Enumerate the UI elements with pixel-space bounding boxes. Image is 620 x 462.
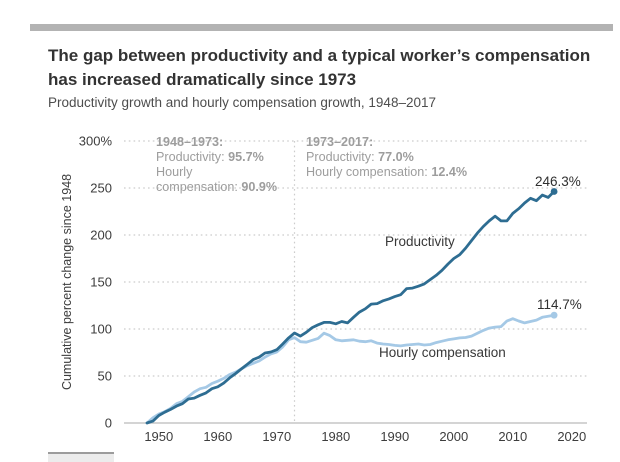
x-tick-label: 2000: [439, 429, 468, 444]
y-tick-label: 100: [90, 322, 112, 337]
annotation-1973-2017: 1973–2017: Productivity: 77.0% Hourly co…: [306, 135, 467, 180]
x-tick-label: 1990: [380, 429, 409, 444]
annotation-period-label: 1973–2017:: [306, 135, 374, 149]
bottom-cropped-element: [48, 452, 114, 462]
annotation-1948-1973: 1948–1973: Productivity: 95.7% Hourly co…: [156, 135, 277, 195]
y-tick-label: 200: [90, 228, 112, 243]
annotation-productivity-label: Productivity:: [156, 150, 229, 164]
y-tick-label: 50: [98, 369, 112, 384]
y-tick-label: 150: [90, 275, 112, 290]
productivity-line-label: Productivity: [385, 234, 455, 249]
productivity-line: [145, 190, 556, 425]
productivity-end-dot: [550, 188, 558, 195]
top-accent-bar: [30, 24, 613, 31]
annotation-compensation-value: 12.4%: [431, 165, 468, 179]
annotation-compensation-value: 90.9%: [241, 180, 278, 194]
x-tick-label: 1960: [203, 429, 232, 444]
annotation-productivity-value: 95.7%: [228, 150, 264, 164]
hourly-compensation-line: [145, 313, 556, 425]
y-tick-label: 300%: [79, 134, 113, 149]
annotation-productivity-label: Productivity:: [306, 150, 379, 164]
y-tick-label: 0: [105, 416, 112, 431]
hourly-compensation-end-dot: [550, 311, 558, 319]
hourly-compensation-line-label: Hourly compensation: [379, 345, 506, 360]
annotation-period-label: 1948–1973:: [156, 135, 224, 149]
x-tick-label: 1970: [262, 429, 291, 444]
annotation-compensation-label: Hourly compensation:: [306, 165, 432, 179]
annotation-compensation-label-line1: Hourly: [156, 165, 193, 179]
x-tick-label: 2010: [498, 429, 527, 444]
productivity-end-value: 246.3%: [535, 174, 581, 189]
x-tick-label: 1950: [144, 429, 173, 444]
compensation-end-value: 114.7%: [537, 297, 582, 312]
y-tick-label: 250: [90, 181, 112, 196]
annotation-compensation-label-line2: compensation:: [156, 180, 242, 194]
x-tick-label: 2020: [557, 429, 586, 444]
annotation-productivity-value: 77.0%: [378, 150, 414, 164]
chart-subtitle: Productivity growth and hourly compensat…: [48, 95, 436, 110]
chart-title: The gap between productivity and a typic…: [48, 46, 591, 89]
x-tick-label: 1980: [321, 429, 350, 444]
y-axis-title: Cumulative percent change since 1948: [60, 173, 74, 391]
